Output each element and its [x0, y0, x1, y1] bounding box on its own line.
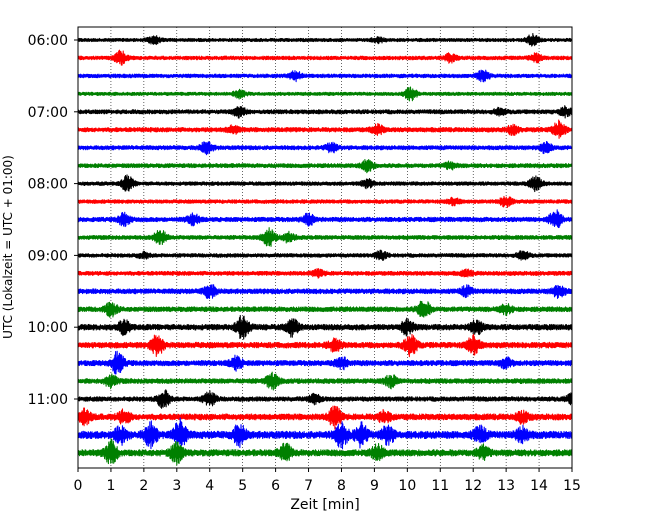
- seismic-trace: [77, 315, 573, 340]
- y-tick-label: 10:00: [28, 320, 68, 336]
- seismic-trace: [77, 174, 573, 193]
- seismic-trace: [77, 350, 573, 375]
- x-tick-label: 3: [172, 478, 181, 494]
- x-tick-label: 15: [563, 478, 581, 494]
- seismic-trace: [77, 69, 573, 83]
- seismic-trace: [77, 119, 573, 139]
- x-tick-label: 5: [238, 478, 247, 494]
- seismic-trace: [77, 227, 573, 247]
- seismic-trace: [77, 49, 573, 66]
- seismic-trace: [77, 86, 573, 102]
- seismic-trace: [77, 300, 573, 318]
- x-tick-label: 0: [74, 478, 83, 494]
- x-tick-label: 9: [370, 478, 379, 494]
- x-tick-label: 1: [106, 478, 115, 494]
- x-axis-ticks: 0 1 2 3 4 5 6 7 8 9 10 11 12 13 14 15: [74, 468, 581, 494]
- seismic-trace: [77, 195, 573, 209]
- seismic-trace: [77, 268, 573, 279]
- y-axis-label: UTC (Lokalzeit = UTC + 01:00): [1, 155, 15, 339]
- y-tick-label: 06:00: [28, 33, 68, 49]
- plot-frame: [77, 26, 573, 469]
- seismic-trace: [77, 209, 573, 229]
- seismic-trace: [77, 389, 573, 409]
- x-tick-label: 8: [337, 478, 346, 494]
- seismic-trace: [77, 371, 573, 391]
- seismic-trace: [77, 333, 573, 358]
- seismic-trace: [77, 249, 573, 261]
- x-tick-label: 6: [271, 478, 280, 494]
- y-tick-label: 08:00: [28, 177, 68, 193]
- x-axis-label: Zeit [min]: [290, 497, 359, 513]
- seismic-trace: [77, 438, 573, 466]
- y-tick-label: 07:00: [28, 105, 68, 121]
- x-tick-label: 2: [139, 478, 148, 494]
- seismic-trace: [77, 417, 573, 450]
- y-axis-ticks: 06:00 07:00 08:00 09:00 10:00 11:00: [28, 33, 78, 408]
- y-tick-label: 09:00: [28, 248, 68, 264]
- y-tick-label: 11:00: [28, 392, 68, 408]
- x-tick-label: 12: [464, 478, 482, 494]
- x-tick-label: 10: [398, 478, 416, 494]
- seismic-trace: [77, 158, 573, 174]
- seismic-trace: [77, 32, 573, 47]
- seismic-trace: [77, 405, 573, 430]
- x-tick-label: 7: [304, 478, 313, 494]
- x-tick-label: 13: [497, 478, 515, 494]
- x-tick-label: 11: [431, 478, 449, 494]
- seismic-trace: [77, 105, 573, 119]
- seismic-trace: [77, 284, 573, 300]
- x-tick-label: 14: [530, 478, 548, 494]
- seismic-traces: [77, 32, 573, 466]
- x-tick-label: 4: [205, 478, 214, 494]
- seismic-trace: [77, 140, 573, 156]
